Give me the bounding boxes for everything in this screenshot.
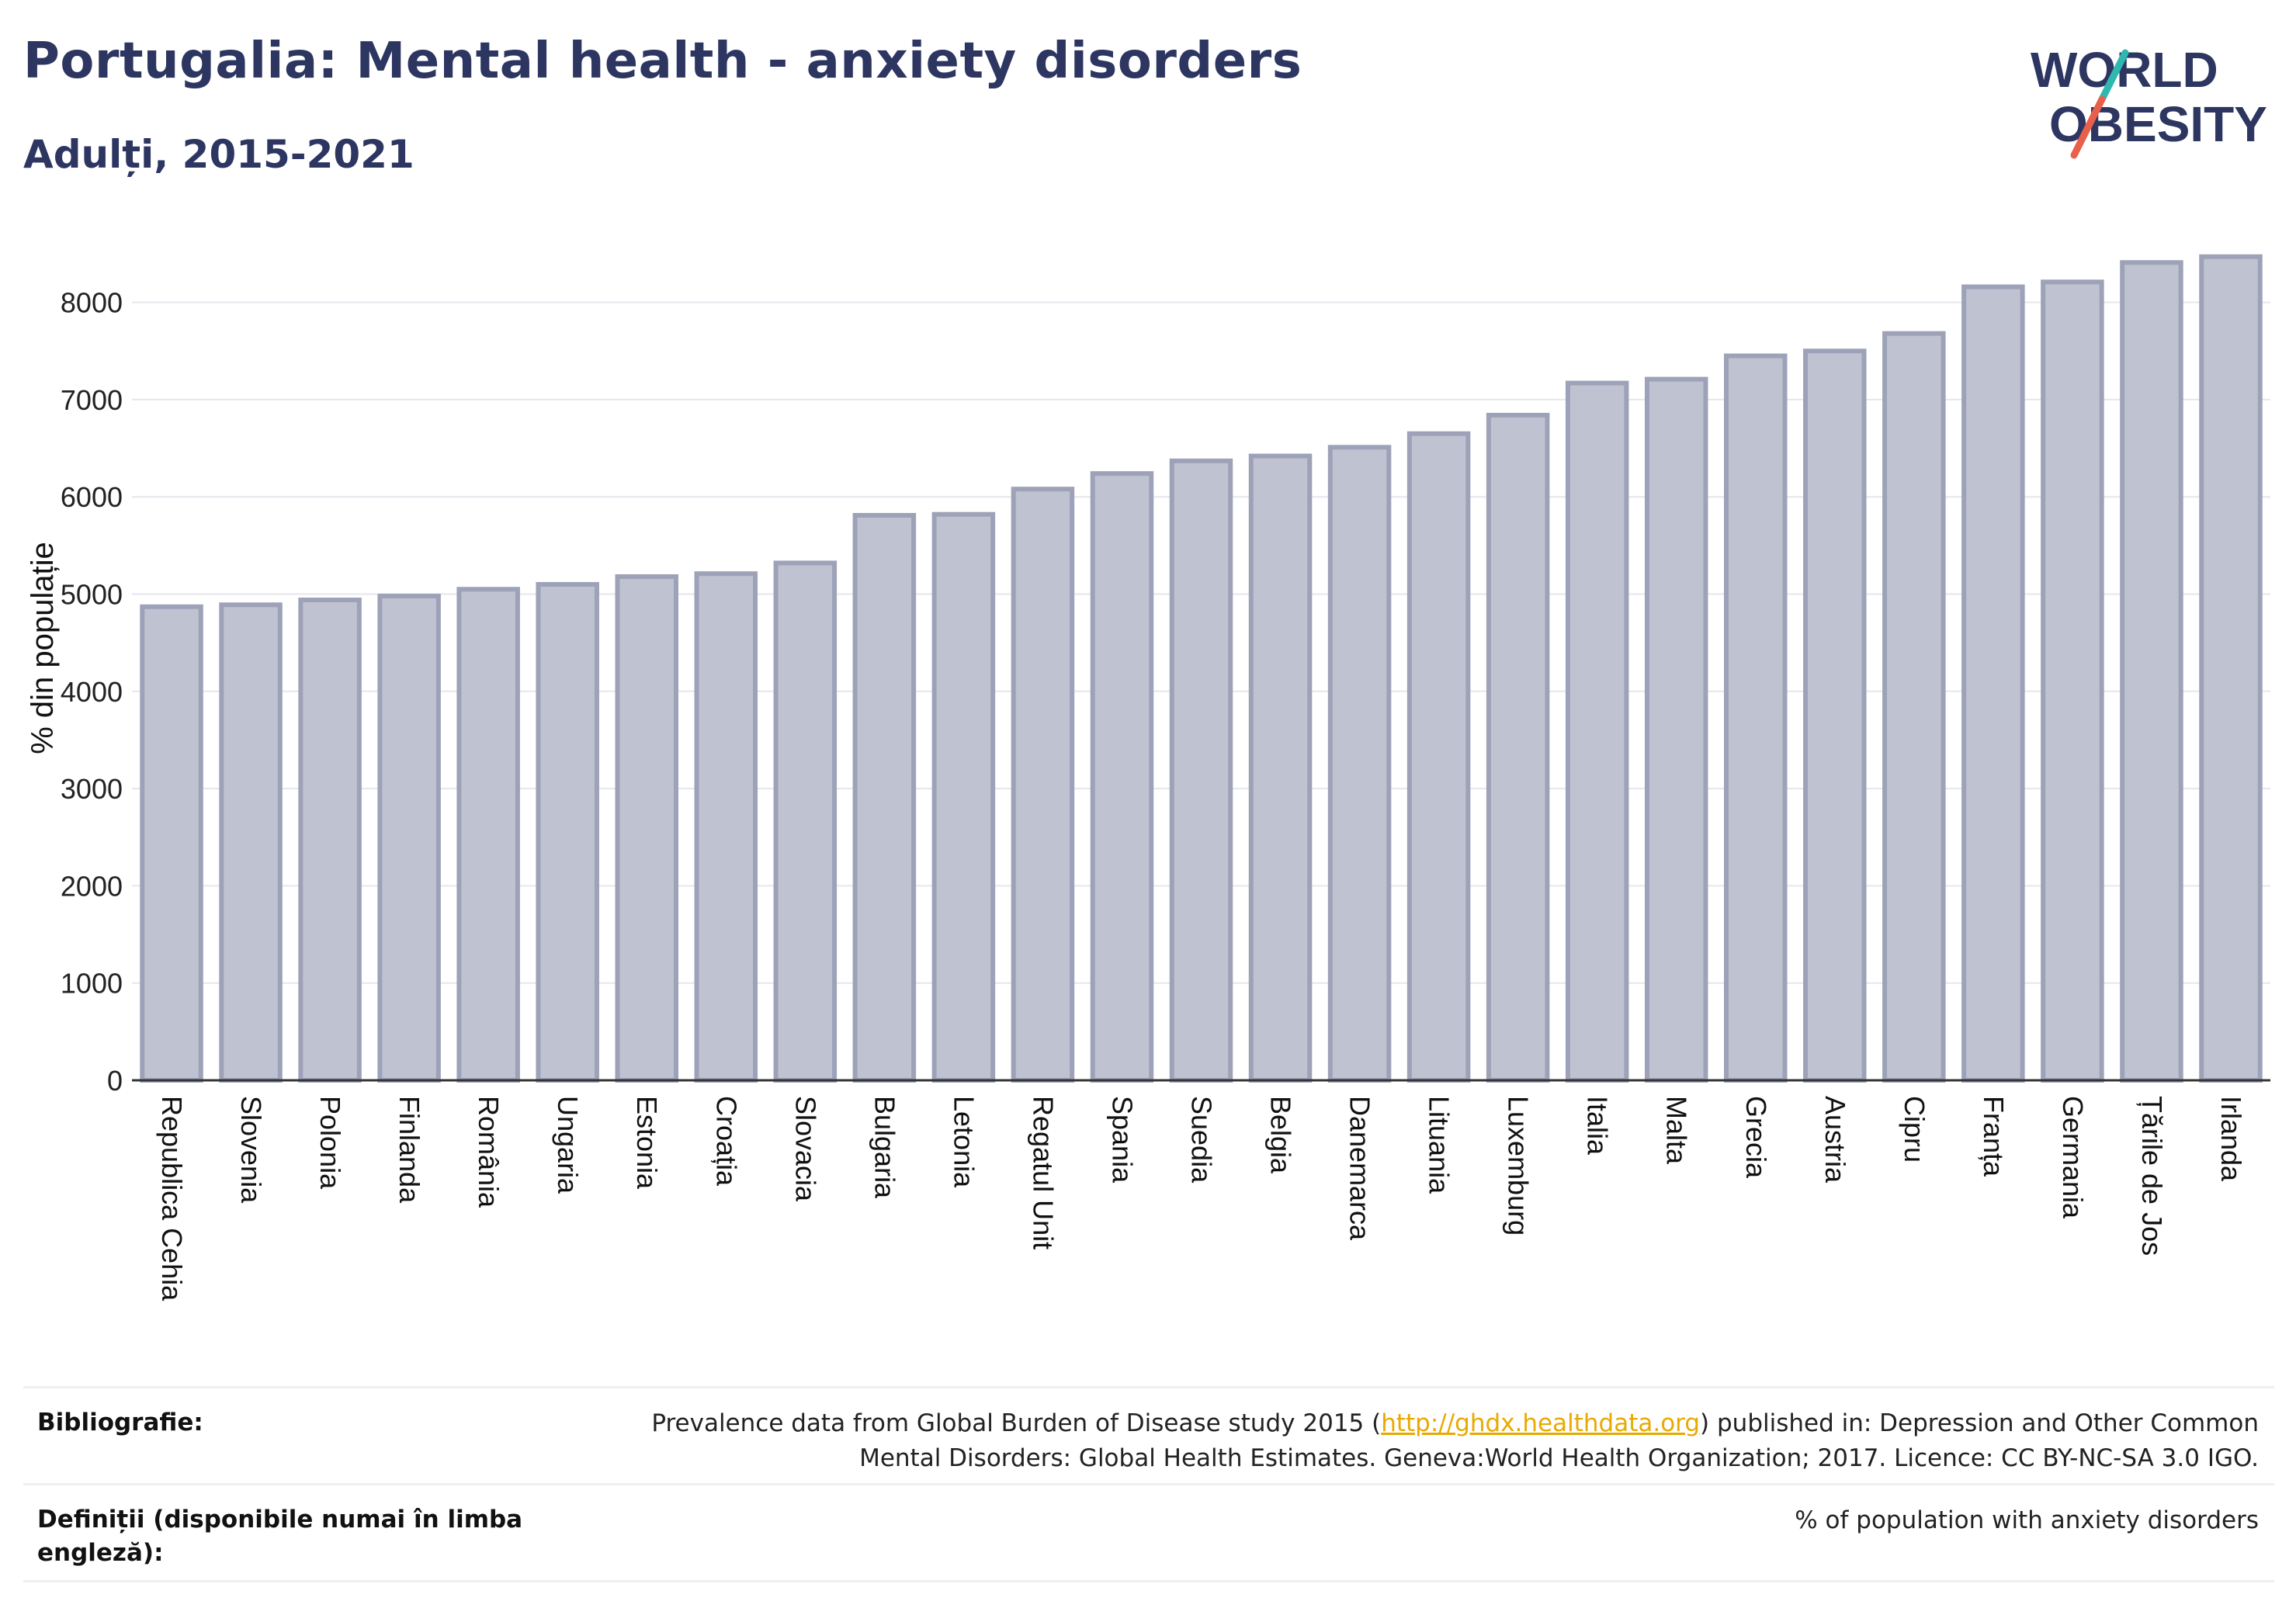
y-tick-label: 3000 bbox=[61, 773, 123, 805]
x-tick-label: Franța bbox=[1978, 1096, 2010, 1177]
bar[interactable] bbox=[2199, 254, 2263, 1083]
x-tick-label: Slovenia bbox=[235, 1096, 267, 1204]
footer-divider-bottom bbox=[23, 1580, 2274, 1582]
y-tick-label: 0 bbox=[107, 1065, 123, 1097]
x-tick-label: Estonia bbox=[631, 1096, 663, 1190]
footer-divider-top bbox=[23, 1386, 2274, 1388]
y-tick-label: 8000 bbox=[61, 287, 123, 319]
x-tick-label: Letonia bbox=[948, 1096, 980, 1188]
definitions-text: % of population with anxiety disorders bbox=[1795, 1506, 2259, 1534]
logo-word-obesity: OBESITY bbox=[2049, 96, 2267, 152]
bars-group bbox=[140, 254, 2263, 1083]
bar[interactable] bbox=[377, 594, 441, 1083]
y-tick-label: 7000 bbox=[61, 384, 123, 416]
world-obesity-logo: WORLD OBESITY bbox=[2031, 42, 2267, 159]
bibliography-label: Bibliografie: bbox=[37, 1409, 203, 1437]
bar[interactable] bbox=[615, 574, 678, 1083]
bar[interactable] bbox=[140, 604, 203, 1083]
page-subtitle: Adulți, 2015-2021 bbox=[23, 132, 414, 177]
bibliography-pre: Prevalence data from Global Burden of Di… bbox=[651, 1409, 1382, 1437]
x-tick-label: Regatul Unit bbox=[1027, 1096, 1059, 1249]
bar[interactable] bbox=[2120, 260, 2183, 1083]
x-tick-label: Polonia bbox=[314, 1096, 346, 1190]
bar[interactable] bbox=[1644, 376, 1708, 1083]
x-tick-label: Italia bbox=[1582, 1096, 1614, 1156]
bar[interactable] bbox=[2041, 279, 2104, 1083]
x-tick-label: Luxemburg bbox=[1503, 1096, 1535, 1236]
bar[interactable] bbox=[1090, 471, 1154, 1083]
bar[interactable] bbox=[1724, 353, 1788, 1083]
logo-slash-red bbox=[2070, 95, 2106, 159]
bar[interactable] bbox=[219, 602, 283, 1083]
bar[interactable] bbox=[1406, 431, 1471, 1083]
y-tick-label: 4000 bbox=[61, 676, 123, 708]
bar[interactable] bbox=[1803, 348, 1867, 1083]
x-tick-label: Germania bbox=[2057, 1096, 2089, 1219]
bar[interactable] bbox=[1169, 458, 1233, 1083]
bar[interactable] bbox=[694, 571, 758, 1083]
x-tick-label: Grecia bbox=[1740, 1096, 1772, 1179]
definitions-label-line2: engleză): bbox=[37, 1539, 164, 1568]
x-tick-label: Cipru bbox=[1899, 1096, 1930, 1163]
x-tick-label: Slovacia bbox=[789, 1096, 821, 1202]
x-tick-label: Suedia bbox=[1186, 1096, 1218, 1184]
x-tick-label: Danemarca bbox=[1344, 1096, 1376, 1241]
page-title: Portugalia: Mental health - anxiety diso… bbox=[23, 33, 1302, 90]
x-tick-label: Austria bbox=[1819, 1096, 1851, 1184]
footer-divider-middle bbox=[23, 1483, 2274, 1485]
y-tick-label: 2000 bbox=[61, 870, 123, 902]
bar[interactable] bbox=[1961, 284, 2025, 1083]
x-tick-label: Lituania bbox=[1424, 1096, 1455, 1194]
bar[interactable] bbox=[536, 581, 599, 1083]
x-tick-label: Finlanda bbox=[394, 1096, 425, 1204]
bar-chart: 0 1000 2000 3000 4000 5000 6000 7000 8000 Republ… bbox=[26, 254, 2270, 1301]
x-tick-label: Republica Cehia bbox=[156, 1096, 188, 1301]
x-tick-label: Irlanda bbox=[2215, 1096, 2247, 1182]
bar[interactable] bbox=[298, 598, 362, 1083]
bar[interactable] bbox=[931, 511, 996, 1083]
x-tick-label: Malta bbox=[1661, 1096, 1693, 1165]
bar[interactable] bbox=[773, 560, 838, 1083]
y-axis-label: % din populație bbox=[26, 542, 60, 754]
bar[interactable] bbox=[456, 587, 520, 1083]
x-tick-label: Belgia bbox=[1265, 1096, 1297, 1174]
logo-slash-teal bbox=[2098, 49, 2129, 103]
x-tick-labels: Republica Cehia Slovenia Polonia Finlanda Ro… bbox=[156, 1096, 2247, 1301]
bar[interactable] bbox=[1565, 380, 1629, 1083]
y-tick-label: 5000 bbox=[61, 579, 123, 611]
y-tick-labels: 0 1000 2000 3000 4000 5000 6000 7000 8000 bbox=[61, 287, 123, 1097]
bar[interactable] bbox=[1486, 412, 1550, 1083]
bibliography-post: ) published in: Depression and Other Com… bbox=[1700, 1409, 2259, 1437]
y-tick-label: 6000 bbox=[61, 481, 123, 513]
bar[interactable] bbox=[852, 513, 917, 1083]
bibliography-text: Prevalence data from Global Burden of Di… bbox=[651, 1406, 2259, 1476]
bar[interactable] bbox=[1248, 453, 1313, 1083]
x-tick-label: România bbox=[473, 1096, 505, 1208]
bibliography-line2: Mental Disorders: Global Health Estimate… bbox=[859, 1444, 2259, 1472]
definitions-label-line1: Definiții (disponibile numai în limba bbox=[37, 1506, 523, 1534]
x-tick-label: Spania bbox=[1106, 1096, 1138, 1184]
x-tick-label: Bulgaria bbox=[869, 1096, 900, 1199]
bar[interactable] bbox=[1011, 487, 1075, 1083]
x-tick-label: Ungaria bbox=[552, 1096, 584, 1194]
bibliography-link[interactable]: http://ghdx.healthdata.org bbox=[1381, 1409, 1701, 1437]
bar[interactable] bbox=[1882, 331, 1946, 1083]
x-tick-label: Croația bbox=[710, 1096, 742, 1187]
definitions-label: Definiții (disponibile numai în limba en… bbox=[37, 1503, 522, 1571]
bar[interactable] bbox=[1327, 445, 1392, 1083]
x-tick-label: Țările de Jos bbox=[2136, 1096, 2168, 1256]
y-tick-label: 1000 bbox=[61, 968, 123, 1000]
